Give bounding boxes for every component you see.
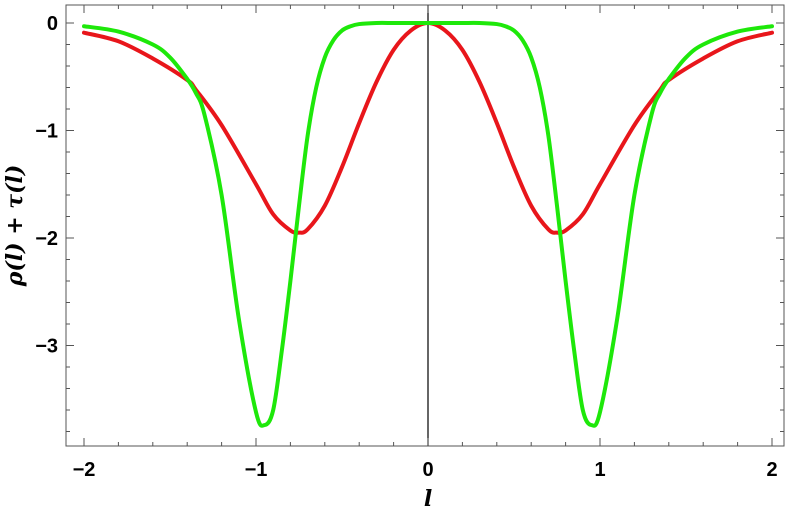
y-axis-label: ρ(l) + τ(l) [2, 165, 28, 288]
y-tick-label: −2 [35, 228, 58, 250]
x-tick-label: −2 [73, 459, 96, 481]
series-line-2 [82, 20, 774, 428]
tick-labels: −2 −1 0 1 2 0 −1 −2 −3 [35, 13, 777, 481]
y-tick-label: 0 [47, 13, 58, 35]
x-tick-label: 2 [766, 459, 777, 481]
plot-frame [65, 4, 785, 447]
x-tick-label: 1 [594, 459, 605, 481]
y-tick-label: −1 [35, 121, 58, 143]
x-tick-label: −1 [245, 459, 268, 481]
series-lines [82, 20, 774, 428]
x-tick-label: 0 [422, 459, 433, 481]
tick-marks [66, 5, 784, 446]
plot-border [65, 4, 785, 447]
x-axis-label: l [424, 486, 432, 512]
y-tick-label: −3 [35, 336, 58, 358]
